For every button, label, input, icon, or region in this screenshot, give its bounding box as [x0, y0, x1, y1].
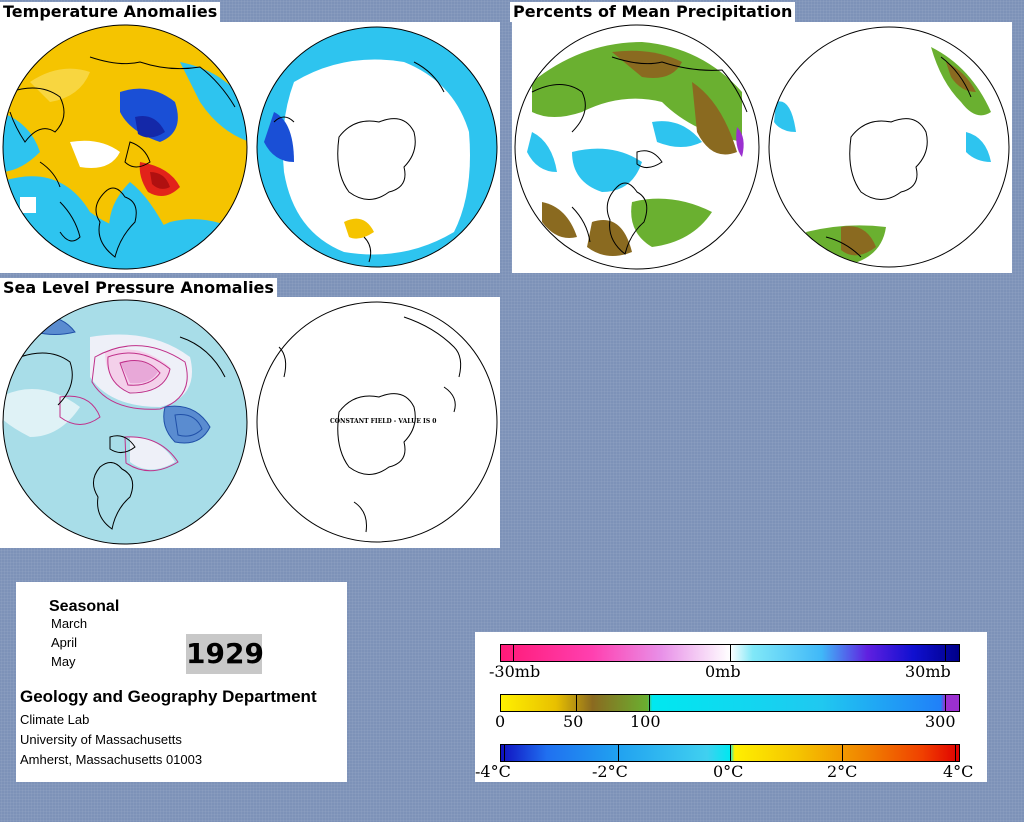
pressure-tick-center: [730, 645, 731, 661]
pressure-label-min: -30mb: [489, 662, 541, 681]
precipitation-north-globe: [514, 24, 760, 270]
temperature-title: Temperature Anomalies: [0, 2, 221, 22]
season-label: Seasonal: [49, 598, 120, 615]
precip-label-300: 300: [925, 712, 956, 731]
constant-field-label: CONSTANT FIELD - VALUE IS 0: [330, 418, 437, 425]
color-legend: -30mb 0mb 30mb 0 50 100 300 -4°C -2°C 0°…: [475, 632, 987, 782]
temp-tick-minus4: [504, 745, 505, 761]
precip-colorbar: [500, 694, 960, 712]
precip-label-0: 0: [495, 712, 506, 731]
lab-name: Climate Lab: [20, 712, 90, 727]
pressure-tick-left: [513, 645, 514, 661]
temperature-north-globe: [2, 24, 248, 270]
precip-tick-50: [576, 695, 577, 711]
temp-label-2: 2°C: [827, 762, 858, 781]
university-name: University of Massachusetts: [20, 732, 182, 747]
temp-label-minus2: -2°C: [592, 762, 628, 781]
pressure-north-globe: [2, 299, 248, 545]
precip-label-100: 100: [630, 712, 661, 731]
info-box: Seasonal March April May 1929 Geology an…: [16, 582, 347, 782]
temp-tick-4: [955, 745, 956, 761]
precip-tick-300: [945, 695, 946, 711]
month-may: May: [51, 654, 76, 669]
temperature-south-globe: [256, 26, 498, 268]
precip-tick-100: [649, 695, 650, 711]
pressure-colorbar: [500, 644, 960, 662]
temp-label-minus4: -4°C: [475, 762, 511, 781]
pressure-tick-right: [945, 645, 946, 661]
pressure-label-max: 30mb: [905, 662, 951, 681]
temp-tick-minus2: [618, 745, 619, 761]
precipitation-south-globe: [768, 26, 1010, 268]
precip-label-50: 50: [563, 712, 584, 731]
pressure-label-mid: 0mb: [705, 662, 741, 681]
month-april: April: [51, 635, 78, 650]
precipitation-title: Percents of Mean Precipitation: [510, 2, 796, 22]
temp-label-0: 0°C: [713, 762, 744, 781]
pressure-title: Sea Level Pressure Anomalies: [0, 278, 277, 298]
temp-tick-0: [730, 745, 731, 761]
month-march: March: [51, 616, 88, 631]
department-name: Geology and Geography Department: [20, 687, 317, 706]
year-badge: 1929: [186, 634, 264, 674]
temperature-colorbar: [500, 744, 960, 762]
temp-tick-2: [842, 745, 843, 761]
pressure-south-globe: [256, 301, 498, 543]
temp-label-4: 4°C: [943, 762, 974, 781]
address: Amherst, Massachusetts 01003: [20, 752, 203, 767]
